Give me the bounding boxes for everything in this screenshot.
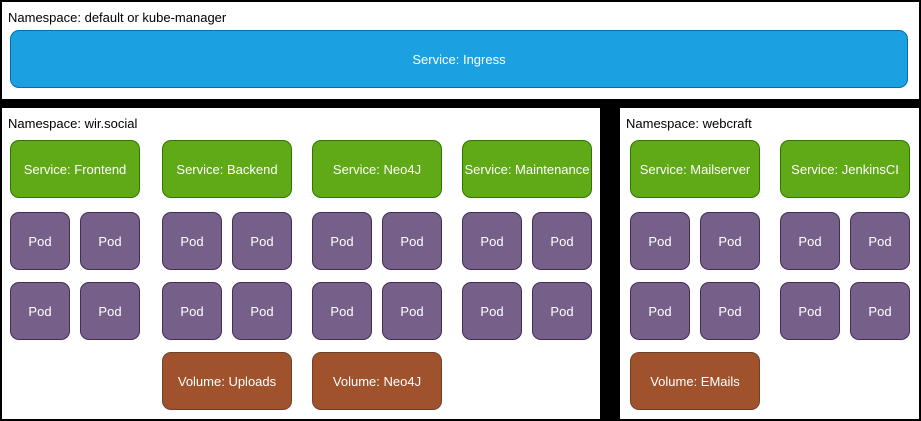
service-backend-node: Service: Backend <box>162 140 292 198</box>
service-column-maintenance: Service: Maintenance Pod Pod Pod Pod <box>462 140 592 412</box>
pod-node: Pod <box>850 212 910 270</box>
service-mailserver-node: Service: Mailserver <box>630 140 760 198</box>
pod-node: Pod <box>532 282 592 340</box>
namespace-panel-wir-social: Namespace: wir.social Service: Frontend … <box>2 108 600 419</box>
pod-node: Pod <box>80 212 140 270</box>
pod-node: Pod <box>630 282 690 340</box>
pod-node: Pod <box>312 212 372 270</box>
pod-node: Pod <box>382 212 442 270</box>
pod-node: Pod <box>700 282 760 340</box>
namespace-label: Namespace: default or kube-manager <box>8 10 227 25</box>
service-frontend-node: Service: Frontend <box>10 140 140 198</box>
pod-node: Pod <box>162 212 222 270</box>
pod-node: Pod <box>10 212 70 270</box>
pod-node: Pod <box>630 212 690 270</box>
service-column-frontend: Service: Frontend Pod Pod Pod Pod <box>10 140 140 412</box>
pod-node: Pod <box>10 282 70 340</box>
pod-node: Pod <box>850 282 910 340</box>
pod-node: Pod <box>532 212 592 270</box>
service-column-neo4j: Service: Neo4J Pod Pod Pod Pod Volume: N… <box>312 140 442 412</box>
pod-node: Pod <box>462 282 522 340</box>
namespace-panel-default-kube-manager: Namespace: default or kube-manager Servi… <box>2 2 919 99</box>
volume-emails-node: Volume: EMails <box>630 352 760 410</box>
service-neo4j-node: Service: Neo4J <box>312 140 442 198</box>
pod-node: Pod <box>462 212 522 270</box>
pod-node: Pod <box>80 282 140 340</box>
pod-node: Pod <box>780 282 840 340</box>
namespace-panel-webcraft: Namespace: webcraft Service: Mailserver … <box>620 108 919 419</box>
service-column-jenkinsci: Service: JenkinsCI Pod Pod Pod Pod <box>780 140 910 412</box>
service-jenkinsci-node: Service: JenkinsCI <box>780 140 910 198</box>
namespace-label: Namespace: webcraft <box>626 116 752 131</box>
service-maintenance-node: Service: Maintenance <box>462 140 592 198</box>
service-ingress-node: Service: Ingress <box>10 30 908 88</box>
pod-node: Pod <box>382 282 442 340</box>
pod-node: Pod <box>232 212 292 270</box>
volume-neo4j-node: Volume: Neo4J <box>312 352 442 410</box>
service-column-backend: Service: Backend Pod Pod Pod Pod Volume:… <box>162 140 292 412</box>
pod-node: Pod <box>232 282 292 340</box>
pod-node: Pod <box>780 212 840 270</box>
volume-uploads-node: Volume: Uploads <box>162 352 292 410</box>
pod-node: Pod <box>700 212 760 270</box>
pod-node: Pod <box>162 282 222 340</box>
pod-node: Pod <box>312 282 372 340</box>
namespace-label: Namespace: wir.social <box>8 116 138 131</box>
service-column-mailserver: Service: Mailserver Pod Pod Pod Pod Volu… <box>630 140 760 412</box>
